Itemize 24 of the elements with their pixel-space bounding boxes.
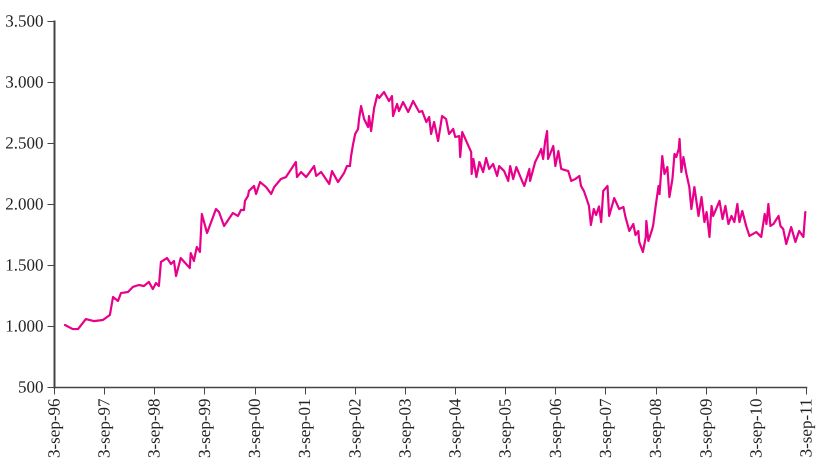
x-tick-label: 3-sep-01 — [295, 398, 314, 458]
x-tick-label: 3-sep-03 — [395, 398, 414, 458]
y-tick-label: 1.500 — [5, 256, 44, 274]
x-tick-label: 3-sep-05 — [496, 398, 515, 458]
y-tick-label: 3.000 — [5, 72, 44, 92]
x-tick-label: 3-sep-04 — [446, 398, 465, 458]
x-tick-label: 3-sep-96 — [44, 398, 64, 458]
y-tick-label: 3.500 — [5, 12, 44, 30]
x-tick-label: 3-sep-00 — [245, 398, 264, 458]
x-tick-label: 3-sep-02 — [345, 398, 364, 458]
y-tick-label: 2.000 — [5, 194, 44, 214]
line-series — [64, 90, 806, 330]
x-tick-label: 3-sep-99 — [194, 398, 214, 458]
x-tick-label: 3-sep-06 — [546, 398, 565, 458]
y-tick-label: 500 — [18, 378, 44, 396]
x-tick-label: 3-sep-98 — [144, 398, 164, 458]
x-tick-label: 3-sep-11 — [796, 398, 816, 458]
y-tick-label: 2.500 — [5, 134, 44, 152]
y-tick-label: 1.000 — [5, 316, 44, 336]
x-tick-label: 3-sep-09 — [696, 398, 716, 458]
x-tick-label: 3-sep-97 — [94, 398, 114, 458]
x-tick-label: 3-sep-07 — [596, 398, 615, 458]
x-tick-label: 3-sep-08 — [646, 398, 666, 458]
x-tick-label: 3-sep-10 — [746, 398, 766, 458]
